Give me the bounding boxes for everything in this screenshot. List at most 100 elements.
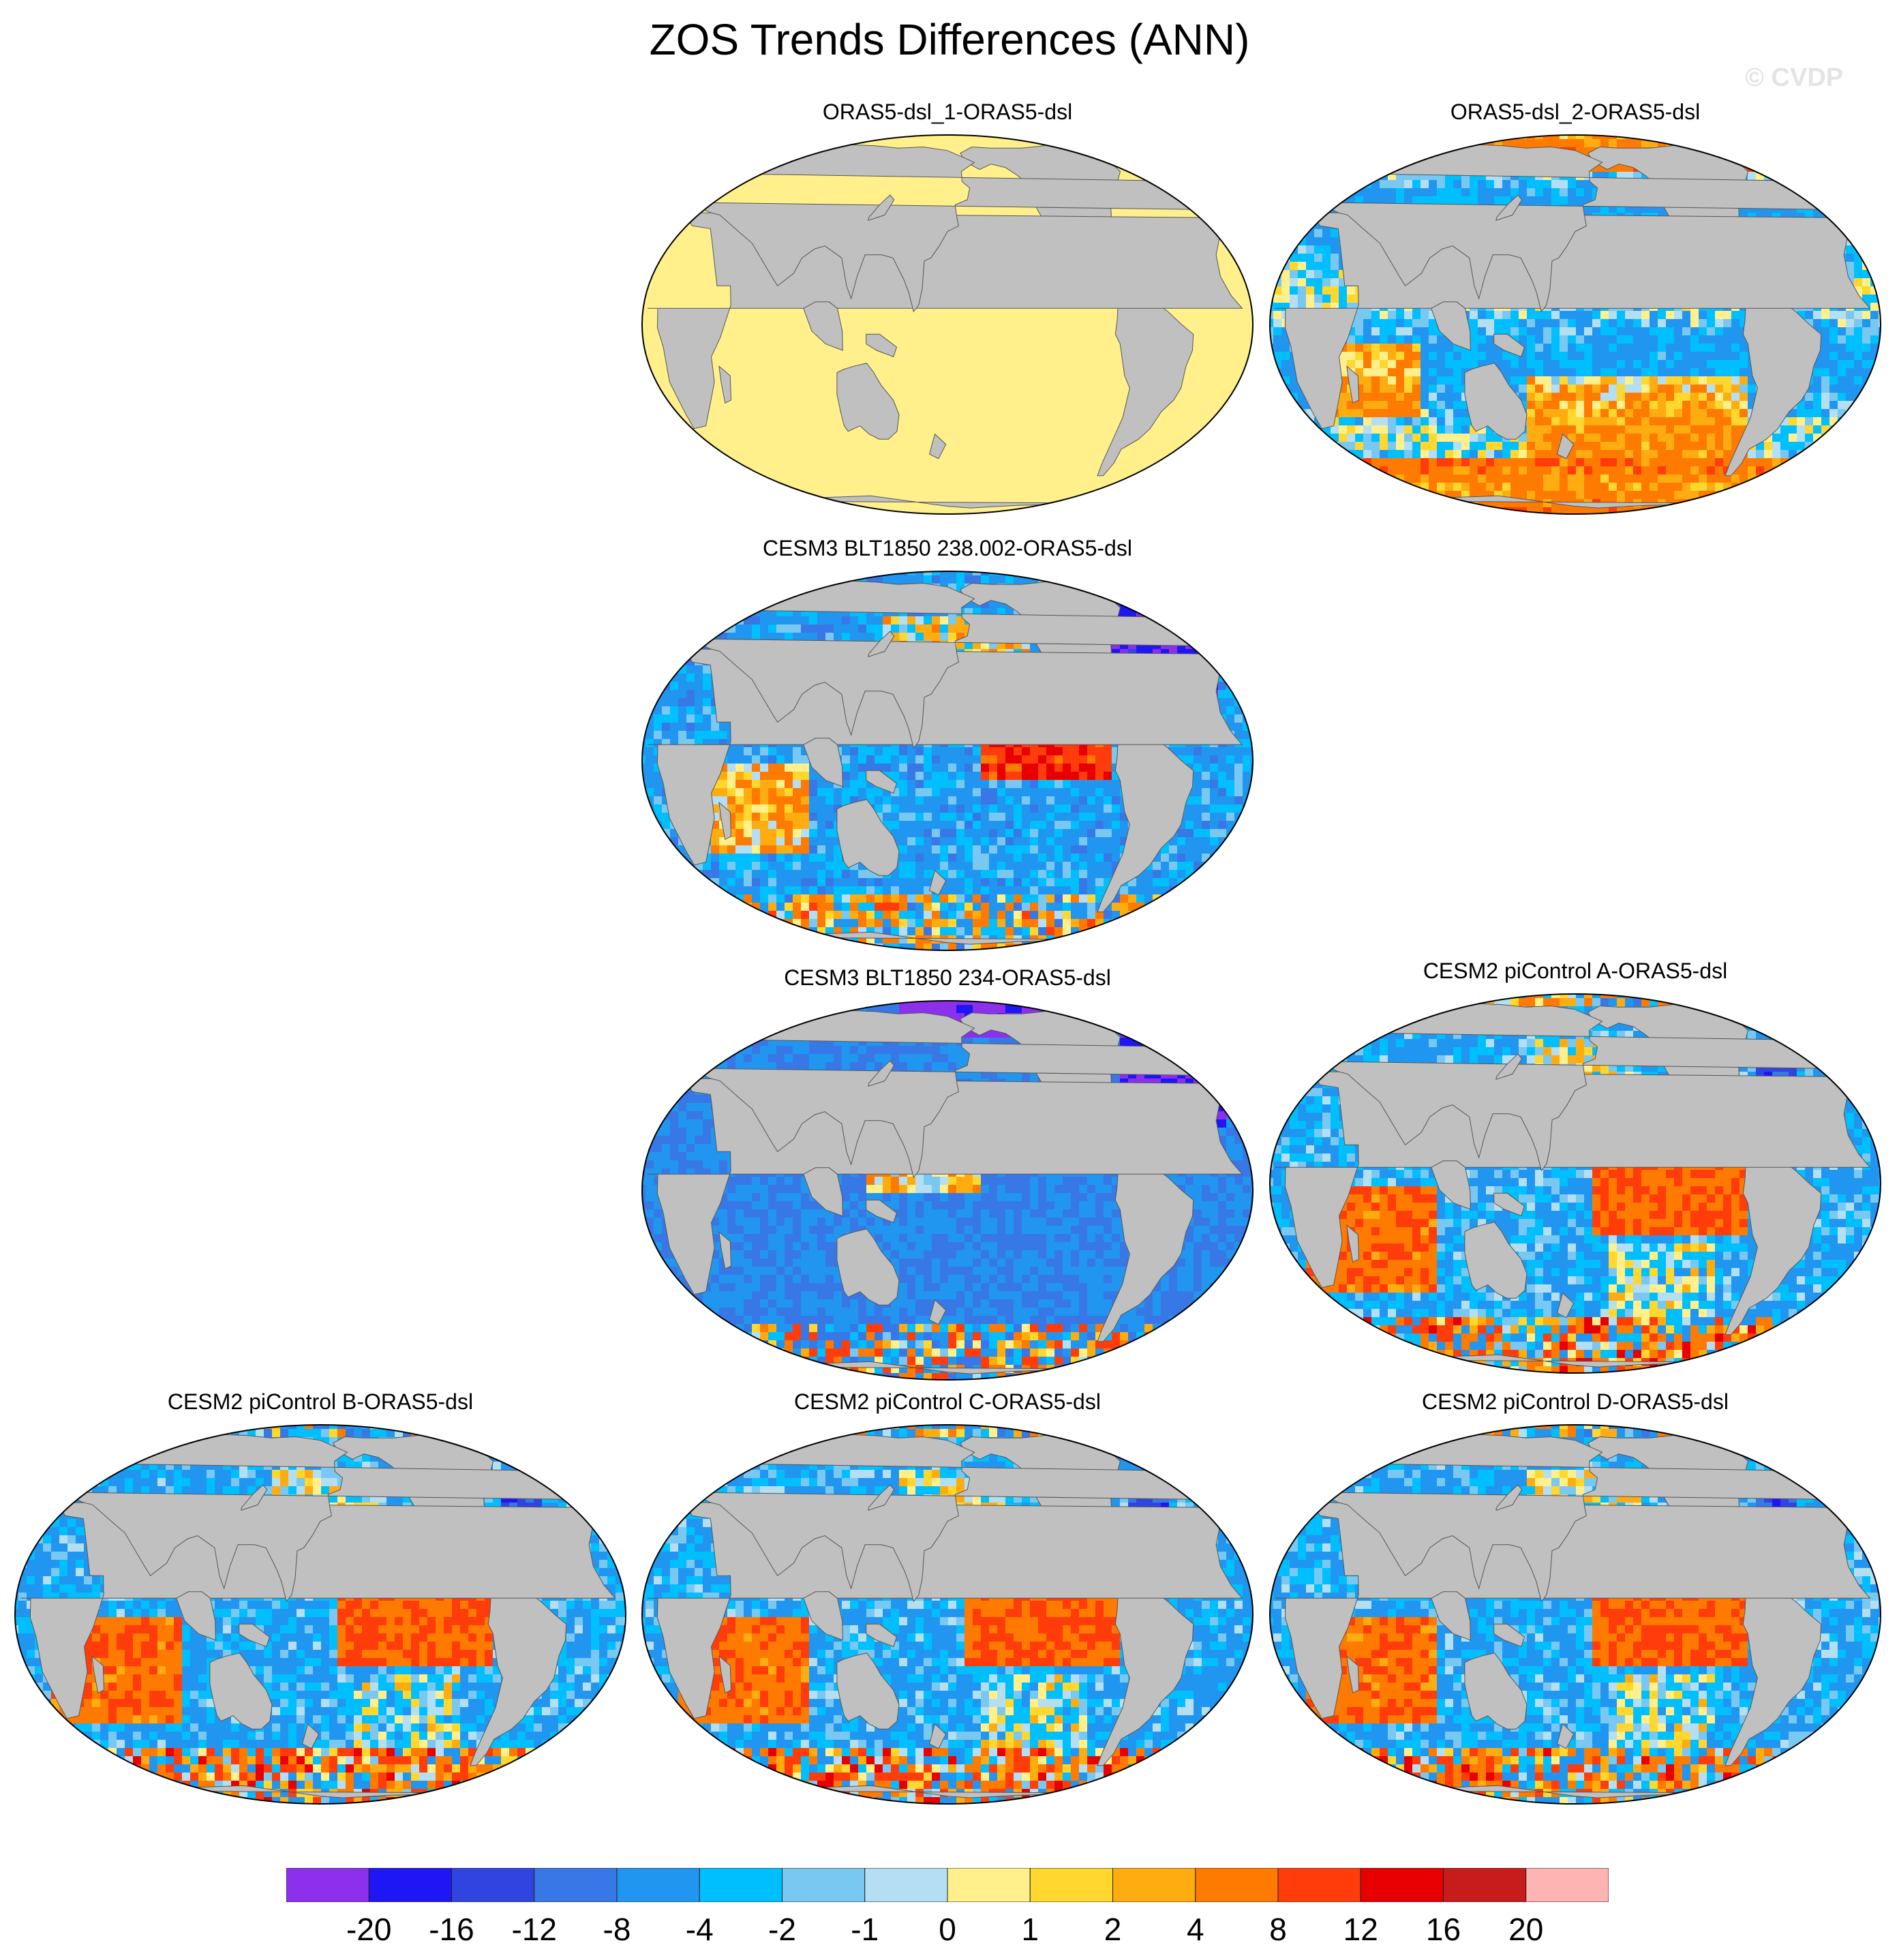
- map-oras5-dsl-1: [641, 134, 1254, 515]
- map-panel-oras5-dsl-1: ORAS5-dsl_1-ORAS5-dsl: [637, 95, 1258, 518]
- colorbar-box: [286, 1868, 369, 1902]
- land-new-zealand: [928, 869, 947, 896]
- ocean-field: [1270, 994, 1881, 1373]
- land-japan: [868, 1484, 895, 1511]
- land-madagascar: [718, 1655, 732, 1694]
- map-oras5-dsl-2: [1269, 134, 1881, 515]
- land-new-guinea: [1493, 1623, 1525, 1647]
- map-panel-oras5-dsl-2: ORAS5-dsl_2-ORAS5-dsl: [1265, 95, 1885, 518]
- land-south-america: [1097, 285, 1194, 477]
- land-new-guinea: [866, 1199, 898, 1223]
- map-panel-cesm3-234: CESM3 BLT1850 234-ORAS5-dsl: [637, 961, 1258, 1384]
- map-panel-cesm2-c: CESM2 piControl C-ORAS5-dsl: [637, 1385, 1258, 1808]
- panel-title: CESM2 piControl A-ORAS5-dsl: [1265, 954, 1885, 987]
- map-outline: [1269, 1424, 1881, 1805]
- land-australia: [836, 799, 900, 876]
- land-japan: [1495, 194, 1523, 222]
- map-outline: [14, 1424, 626, 1805]
- colorbar-tick-label: -4: [658, 1910, 740, 1948]
- land-new-guinea: [866, 1623, 898, 1647]
- land-new-zealand: [1556, 1723, 1575, 1749]
- land-australia: [836, 363, 900, 440]
- colorbar-box: [368, 1868, 452, 1902]
- land-borneo-sumatra: [1431, 1160, 1471, 1210]
- colorbar-tick-label: 20: [1485, 1910, 1567, 1948]
- ocean-field: [15, 1425, 626, 1804]
- land-madagascar: [718, 1231, 732, 1270]
- colorbar-box: [1029, 1868, 1113, 1902]
- land-new-zealand: [928, 1299, 947, 1325]
- map-outline: [1269, 134, 1881, 515]
- land-south-america: [1725, 285, 1822, 477]
- cvdp-watermark: © CVDP: [1745, 63, 1843, 93]
- land-new-guinea: [866, 333, 898, 357]
- map-panel-cesm2-d: CESM2 piControl D-ORAS5-dsl: [1265, 1385, 1885, 1808]
- land-south-america: [1097, 1575, 1194, 1766]
- panel-title: CESM2 piControl D-ORAS5-dsl: [1265, 1385, 1885, 1418]
- land-new-guinea: [239, 1623, 271, 1647]
- colorbar-tick-label: 8: [1237, 1910, 1319, 1948]
- land-new-zealand: [928, 1723, 947, 1749]
- colorbar-tick-label: 16: [1403, 1910, 1485, 1948]
- land-madagascar: [1346, 1655, 1360, 1694]
- land-japan: [1495, 1484, 1523, 1511]
- land-madagascar: [1346, 365, 1360, 404]
- land-new-zealand: [301, 1723, 320, 1749]
- land-japan: [868, 1060, 895, 1087]
- map-cesm3-238: [641, 571, 1254, 951]
- land-australia: [836, 1228, 900, 1306]
- land-borneo-sumatra: [803, 301, 843, 351]
- land-japan: [1495, 1053, 1523, 1081]
- colorbar-box: [1443, 1868, 1527, 1902]
- land-south-america: [1097, 721, 1194, 913]
- map-panel-cesm3-238: CESM3 BLT1850 238.002-ORAS5-dsl: [637, 532, 1258, 954]
- land-madagascar: [718, 365, 732, 404]
- colorbar-boxes: [286, 1868, 1609, 1902]
- colorbar-tick-label: -12: [493, 1910, 575, 1948]
- map-cesm2-d: [1269, 1424, 1881, 1805]
- land-japan: [241, 1484, 268, 1511]
- ocean-field: [642, 135, 1253, 514]
- colorbar-box: [782, 1868, 866, 1902]
- ocean-field: [1270, 135, 1881, 514]
- map-panel-cesm2-a: CESM2 piControl A-ORAS5-dsl: [1265, 954, 1885, 1377]
- map-outline: [1269, 993, 1881, 1374]
- colorbar-box: [864, 1868, 948, 1902]
- map-outline: [641, 1000, 1254, 1381]
- panel-title: CESM3 BLT1850 234-ORAS5-dsl: [637, 961, 1258, 994]
- map-cesm2-b: [14, 1424, 626, 1805]
- panel-title: CESM2 piControl B-ORAS5-dsl: [10, 1385, 631, 1418]
- map-outline: [641, 1424, 1254, 1805]
- land-south-america: [470, 1575, 567, 1766]
- panel-title: ORAS5-dsl_1-ORAS5-dsl: [637, 95, 1258, 128]
- land-borneo-sumatra: [803, 738, 843, 787]
- colorbar-box: [947, 1868, 1031, 1902]
- colorbar-tick-label: 0: [907, 1910, 988, 1948]
- land-borneo-sumatra: [803, 1167, 843, 1217]
- panel-title: CESM3 BLT1850 238.002-ORAS5-dsl: [637, 532, 1258, 564]
- colorbar-box: [1112, 1868, 1196, 1902]
- colorbar-tick-label: -2: [742, 1910, 823, 1948]
- map-outline: [641, 134, 1254, 515]
- ocean-field: [642, 1425, 1253, 1804]
- map-cesm2-a: [1269, 993, 1881, 1374]
- land-new-guinea: [1493, 333, 1525, 357]
- land-borneo-sumatra: [803, 1591, 843, 1641]
- land-japan: [868, 194, 895, 222]
- map-cesm2-c: [641, 1424, 1254, 1805]
- ocean-field: [1270, 1425, 1881, 1804]
- colorbar-box: [1195, 1868, 1279, 1902]
- land-madagascar: [1346, 1224, 1360, 1263]
- map-cesm3-234: [641, 1000, 1254, 1381]
- land-borneo-sumatra: [1431, 1591, 1471, 1641]
- land-new-guinea: [1493, 1192, 1525, 1216]
- colorbar-box: [534, 1868, 618, 1902]
- colorbar-tick-label: 2: [1072, 1910, 1154, 1948]
- panel-title: ORAS5-dsl_2-ORAS5-dsl: [1265, 95, 1885, 128]
- colorbar-tick-label: -8: [576, 1910, 658, 1948]
- land-australia: [209, 1653, 273, 1730]
- land-south-america: [1725, 1144, 1822, 1336]
- colorbar-box: [1277, 1868, 1361, 1902]
- land-new-zealand: [928, 433, 947, 459]
- ocean-field: [642, 571, 1253, 950]
